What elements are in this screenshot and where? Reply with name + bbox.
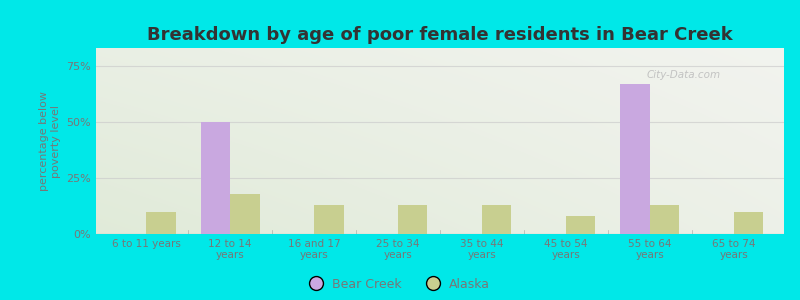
Bar [620, 84, 650, 234]
Bar [230, 194, 260, 234]
Bar [482, 205, 511, 234]
Y-axis label: percentage below
poverty level: percentage below poverty level [39, 91, 61, 191]
Legend: Bear Creek, Alaska: Bear Creek, Alaska [310, 278, 490, 291]
Bar [398, 205, 427, 234]
Bar [650, 205, 679, 234]
Title: Breakdown by age of poor female residents in Bear Creek: Breakdown by age of poor female resident… [147, 26, 733, 44]
Bar [201, 122, 230, 234]
Bar [566, 216, 595, 234]
Bar [734, 212, 763, 234]
Text: City-Data.com: City-Data.com [646, 70, 721, 80]
Bar [314, 205, 343, 234]
Bar [146, 212, 176, 234]
